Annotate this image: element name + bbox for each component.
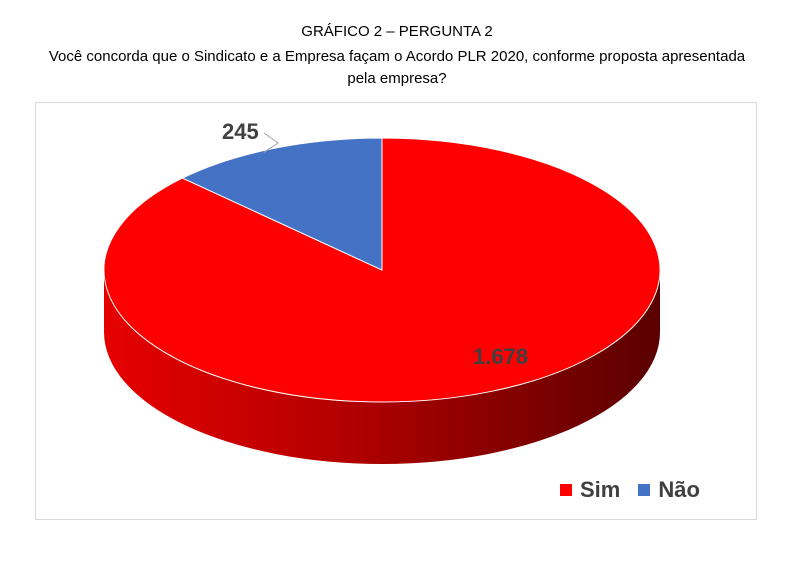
legend-item-nao: Não — [638, 477, 700, 503]
legend-swatch-sim — [560, 484, 572, 496]
data-label-leader-nao — [263, 132, 279, 153]
pie-side-wall-sim — [104, 270, 660, 464]
pie-labels-group: 1.678 245 — [222, 119, 528, 369]
chart-heading: GRÁFICO 2 – PERGUNTA 2 — [301, 23, 493, 40]
data-label-nao: 245 — [222, 119, 259, 144]
pie-top-group — [103, 137, 661, 403]
legend-label-sim: Sim — [580, 477, 621, 502]
chart-legend: Sim Não — [560, 475, 700, 505]
chart-question: Você concorda que o Sindicato e a Empres… — [48, 48, 746, 87]
legend-label-nao: Não — [658, 477, 700, 502]
legend-swatch-nao — [638, 484, 651, 496]
legend-item-sim: Sim — [560, 477, 620, 503]
pie-side-group — [104, 270, 660, 464]
chart-frame — [35, 102, 757, 520]
pie-slice-nao — [181, 137, 383, 271]
chart-title-block: GRÁFICO 2 – PERGUNTA 2 Você concorda que… — [0, 22, 794, 90]
data-label-sim: 1.678 — [473, 344, 528, 369]
